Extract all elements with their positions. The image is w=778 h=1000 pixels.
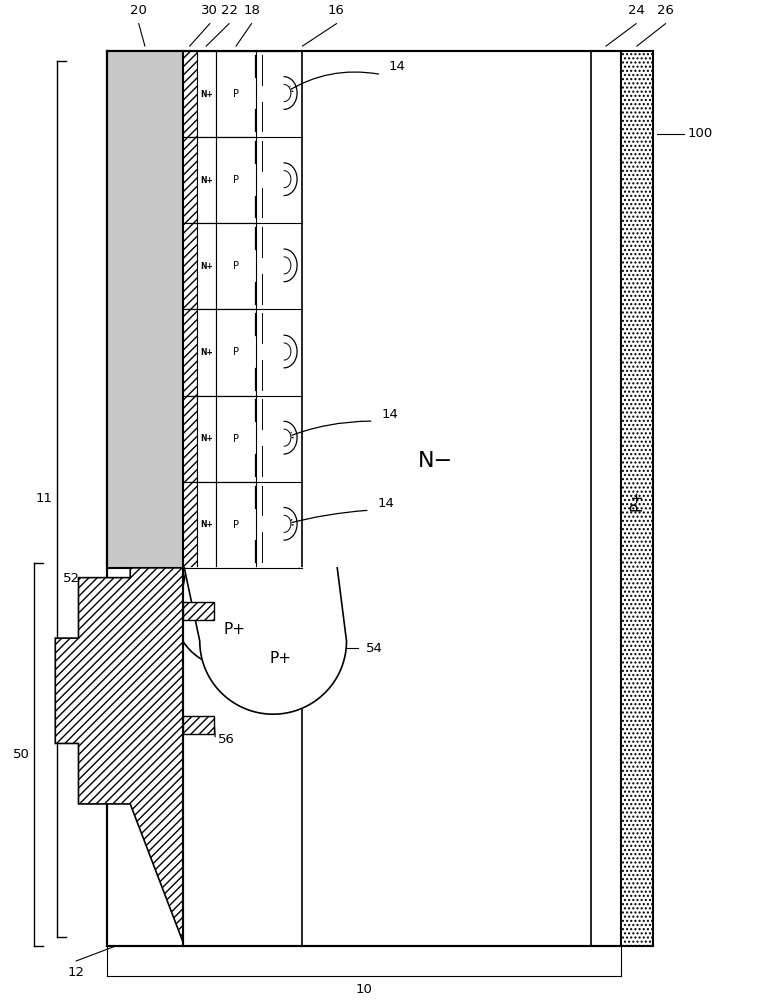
Text: 56: 56 [218, 733, 234, 746]
Polygon shape [55, 568, 183, 941]
Polygon shape [262, 141, 291, 188]
Text: P+: P+ [223, 622, 246, 637]
Text: 19: 19 [308, 648, 324, 661]
Polygon shape [262, 313, 291, 360]
Polygon shape [197, 51, 216, 137]
Polygon shape [107, 51, 183, 568]
Polygon shape [262, 486, 291, 532]
Text: P: P [233, 520, 239, 530]
Text: 11: 11 [36, 492, 53, 505]
Text: P: P [233, 175, 239, 185]
Polygon shape [107, 51, 621, 946]
Text: 100: 100 [688, 127, 713, 140]
Polygon shape [197, 482, 216, 568]
Text: 14: 14 [381, 408, 398, 421]
Bar [183, 716, 214, 734]
Text: P+: P+ [270, 651, 292, 666]
Text: 26: 26 [657, 4, 674, 17]
Polygon shape [197, 223, 216, 309]
Text: 16: 16 [328, 4, 345, 17]
Text: 18: 18 [243, 4, 260, 17]
Polygon shape [197, 396, 216, 482]
Text: 22: 22 [221, 4, 237, 17]
Text: P: P [233, 347, 239, 357]
Polygon shape [216, 396, 256, 482]
Polygon shape [197, 309, 216, 396]
Polygon shape [216, 51, 256, 137]
Text: N+: N+ [200, 176, 212, 185]
Text: P: P [233, 89, 239, 99]
Polygon shape [216, 309, 256, 396]
Bar [183, 223, 197, 309]
Text: 30: 30 [202, 4, 219, 17]
Text: 14: 14 [389, 60, 406, 73]
Text: 20: 20 [130, 4, 147, 17]
Text: 30: 30 [162, 583, 179, 596]
Polygon shape [262, 55, 291, 102]
Text: 10: 10 [356, 983, 373, 996]
Polygon shape [197, 137, 216, 223]
Bar [183, 51, 197, 137]
Text: P: P [233, 434, 239, 444]
Text: 56: 56 [218, 590, 234, 603]
Text: 52: 52 [63, 572, 80, 585]
Polygon shape [177, 568, 308, 670]
Bar [183, 309, 197, 396]
Bar [183, 482, 197, 568]
Bar [183, 137, 197, 223]
Bar [183, 396, 197, 482]
Text: 12: 12 [68, 966, 85, 979]
Text: N−: N− [418, 451, 453, 471]
Text: 14: 14 [377, 497, 394, 510]
Polygon shape [262, 227, 291, 274]
Text: 24: 24 [628, 4, 645, 17]
Polygon shape [216, 223, 256, 309]
Text: 50: 50 [13, 748, 30, 761]
Text: N+: N+ [200, 348, 212, 357]
Bar [621, 51, 654, 946]
Text: 54: 54 [366, 642, 383, 655]
Polygon shape [262, 399, 291, 446]
Text: P: P [233, 261, 239, 271]
Polygon shape [216, 137, 256, 223]
Text: N+: N+ [200, 520, 212, 529]
Text: N+: N+ [200, 262, 212, 271]
Text: N+: N+ [200, 434, 212, 443]
Bar [183, 602, 214, 620]
Polygon shape [184, 568, 346, 714]
Text: P+: P+ [629, 489, 644, 511]
Text: N+: N+ [200, 90, 212, 99]
Polygon shape [216, 482, 256, 568]
